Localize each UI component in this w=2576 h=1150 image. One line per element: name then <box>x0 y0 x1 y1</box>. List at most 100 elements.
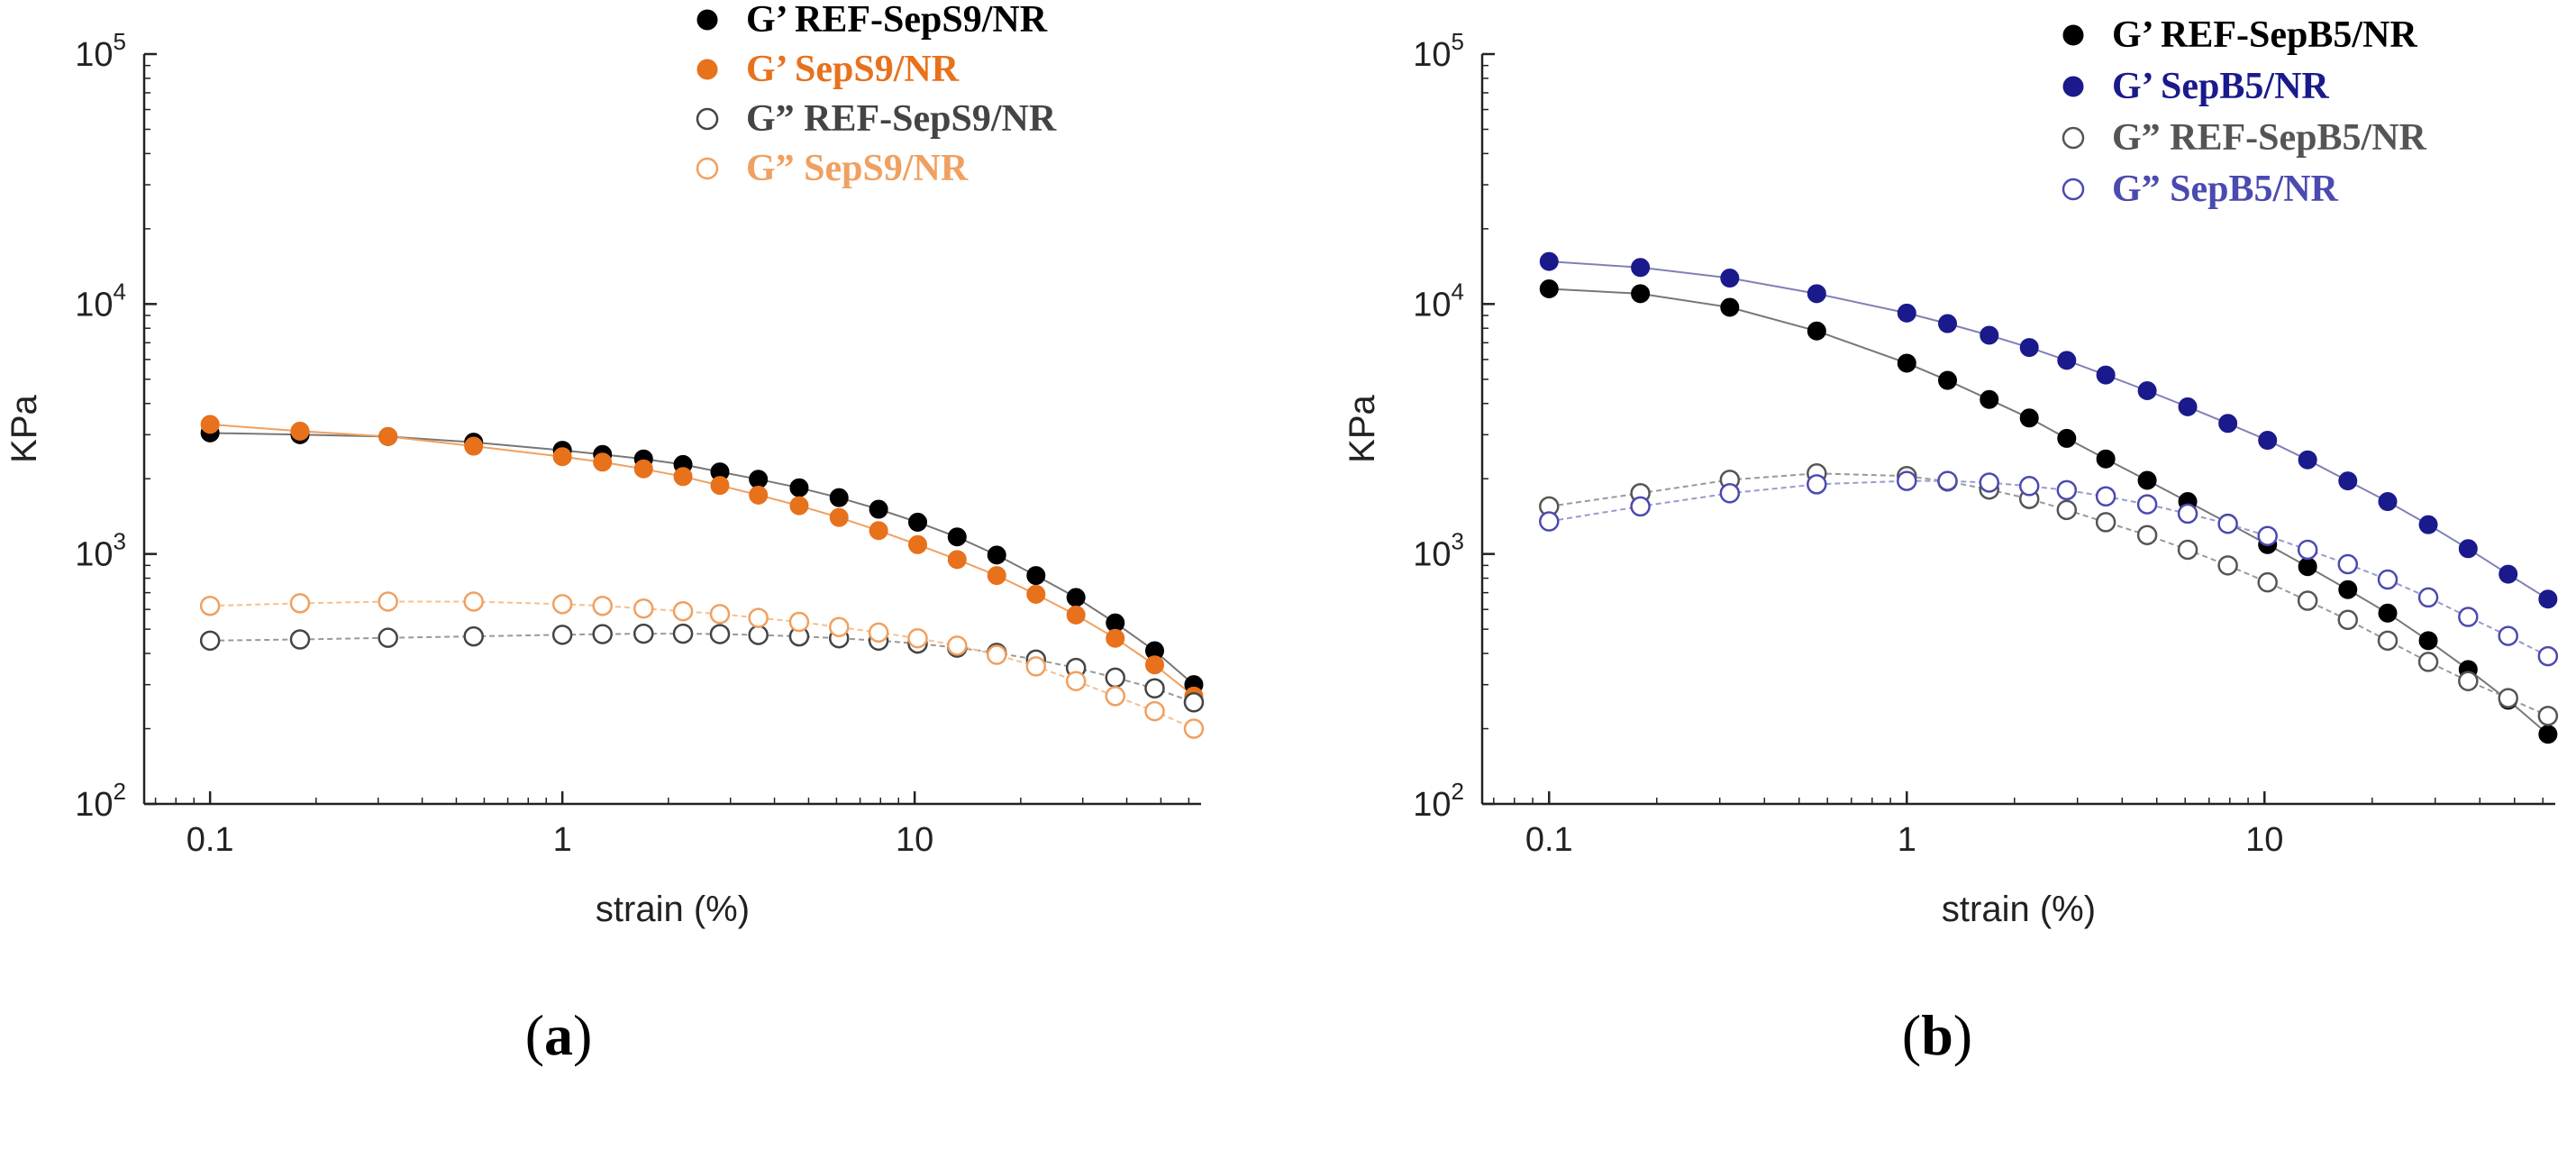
y-tick-label: 103 <box>75 528 126 574</box>
data-point <box>869 499 888 519</box>
data-point <box>1539 251 1559 271</box>
panel-caption: (a) <box>525 1003 593 1067</box>
data-point <box>1897 353 1916 373</box>
y-tick-label: 104 <box>75 278 126 324</box>
data-point <box>1807 321 1826 341</box>
legend-prefix: G’ <box>2112 66 2161 107</box>
data-point <box>2538 725 2558 744</box>
data-point <box>290 421 310 441</box>
y-tick-label-exponent: 4 <box>114 278 126 305</box>
series-line-2 <box>210 423 1195 698</box>
data-point <box>2258 431 2278 451</box>
series-line-3 <box>210 633 1195 704</box>
data-point <box>289 593 311 614</box>
y-tick-label-base: 10 <box>75 36 113 74</box>
data-point <box>2257 525 2278 546</box>
legend-marker <box>696 9 718 31</box>
legend-marker <box>2062 178 2085 201</box>
data-point <box>2177 539 2198 561</box>
legend-prefix: G” <box>746 98 804 140</box>
data-point <box>2095 512 2116 533</box>
legend-prefix: G” <box>2112 169 2170 210</box>
legend-entry: G’ SepB5/NR <box>2112 66 2329 107</box>
y-tick-label-base: 10 <box>75 286 113 324</box>
data-point <box>987 566 1006 586</box>
data-point <box>2458 539 2478 559</box>
data-point <box>673 467 693 487</box>
data-point <box>552 447 572 467</box>
data-point <box>2057 351 2077 370</box>
data-point <box>749 470 769 489</box>
y-tick-label-exponent: 3 <box>114 528 126 555</box>
data-point <box>1105 667 1126 689</box>
caption-open: ( <box>1902 1003 1921 1067</box>
data-point <box>1938 314 1958 333</box>
data-point <box>947 635 968 656</box>
data-point <box>1026 566 1046 586</box>
data-point <box>672 600 694 622</box>
data-point <box>868 622 889 643</box>
y-tick-label: 102 <box>75 778 126 824</box>
x-axis-label: strain (%) <box>596 890 750 929</box>
data-point <box>1183 718 1205 739</box>
data-point <box>2136 525 2158 545</box>
data-point <box>2418 515 2438 534</box>
data-point <box>2218 414 2238 434</box>
y-tick-label-base: 10 <box>1413 536 1451 574</box>
x-tick-label: 1 <box>1898 821 1916 859</box>
data-point <box>2056 479 2078 501</box>
data-point <box>2378 603 2398 623</box>
data-point <box>1807 284 1826 304</box>
data-point <box>2057 428 2077 448</box>
data-point <box>2417 587 2439 608</box>
data-point <box>869 521 888 541</box>
data-point <box>789 496 809 516</box>
data-point <box>551 594 573 615</box>
y-tick-label-exponent: 4 <box>1452 278 1464 305</box>
data-point <box>2498 625 2518 646</box>
legend-label: REF-SepS9/NR <box>804 98 1057 140</box>
y-tick-label: 102 <box>1413 778 1464 824</box>
data-point <box>947 550 967 570</box>
data-point <box>1720 269 1740 288</box>
series-line-1 <box>1549 288 2549 735</box>
y-tick-label-base: 10 <box>75 536 113 574</box>
data-point <box>1938 370 1958 390</box>
data-point <box>2417 652 2439 672</box>
data-point <box>1980 389 1999 409</box>
data-point <box>2537 706 2559 726</box>
data-point <box>2137 470 2157 490</box>
y-tick-label-base: 10 <box>1413 786 1451 824</box>
data-point <box>2217 513 2238 534</box>
data-point <box>710 476 730 496</box>
data-point <box>2418 631 2438 651</box>
y-tick-label-exponent: 3 <box>1452 528 1464 555</box>
data-point <box>2177 503 2198 525</box>
caption-close: ) <box>1953 1003 1972 1067</box>
caption-open: ( <box>525 1003 544 1067</box>
data-point <box>749 485 769 505</box>
data-point <box>2298 450 2317 470</box>
legend-label: SepB5/NR <box>2161 66 2329 107</box>
data-point <box>464 436 484 456</box>
data-point <box>199 630 221 652</box>
data-point <box>2338 580 2358 599</box>
data-point <box>199 595 221 616</box>
legend: G’ REF-SepS9/NRG’ SepS9/NRG” REF-SepS9/N… <box>696 0 1057 189</box>
data-point <box>672 623 694 644</box>
data-point <box>378 426 398 446</box>
series-line-3 <box>1549 472 2549 717</box>
data-point <box>2297 539 2318 561</box>
data-point <box>2096 365 2116 385</box>
legend-label: REF-SepB5/NR <box>2161 14 2417 56</box>
data-point <box>2056 499 2078 521</box>
caption-close: ) <box>573 1003 592 1067</box>
caption-letter: b <box>1921 1003 1953 1067</box>
x-tick-label: 0.1 <box>187 821 234 859</box>
legend-prefix: G’ <box>746 0 795 41</box>
legend-entry: G’ REF-SepS9/NR <box>746 0 1048 41</box>
data-point <box>592 595 613 616</box>
data-point <box>633 598 654 619</box>
